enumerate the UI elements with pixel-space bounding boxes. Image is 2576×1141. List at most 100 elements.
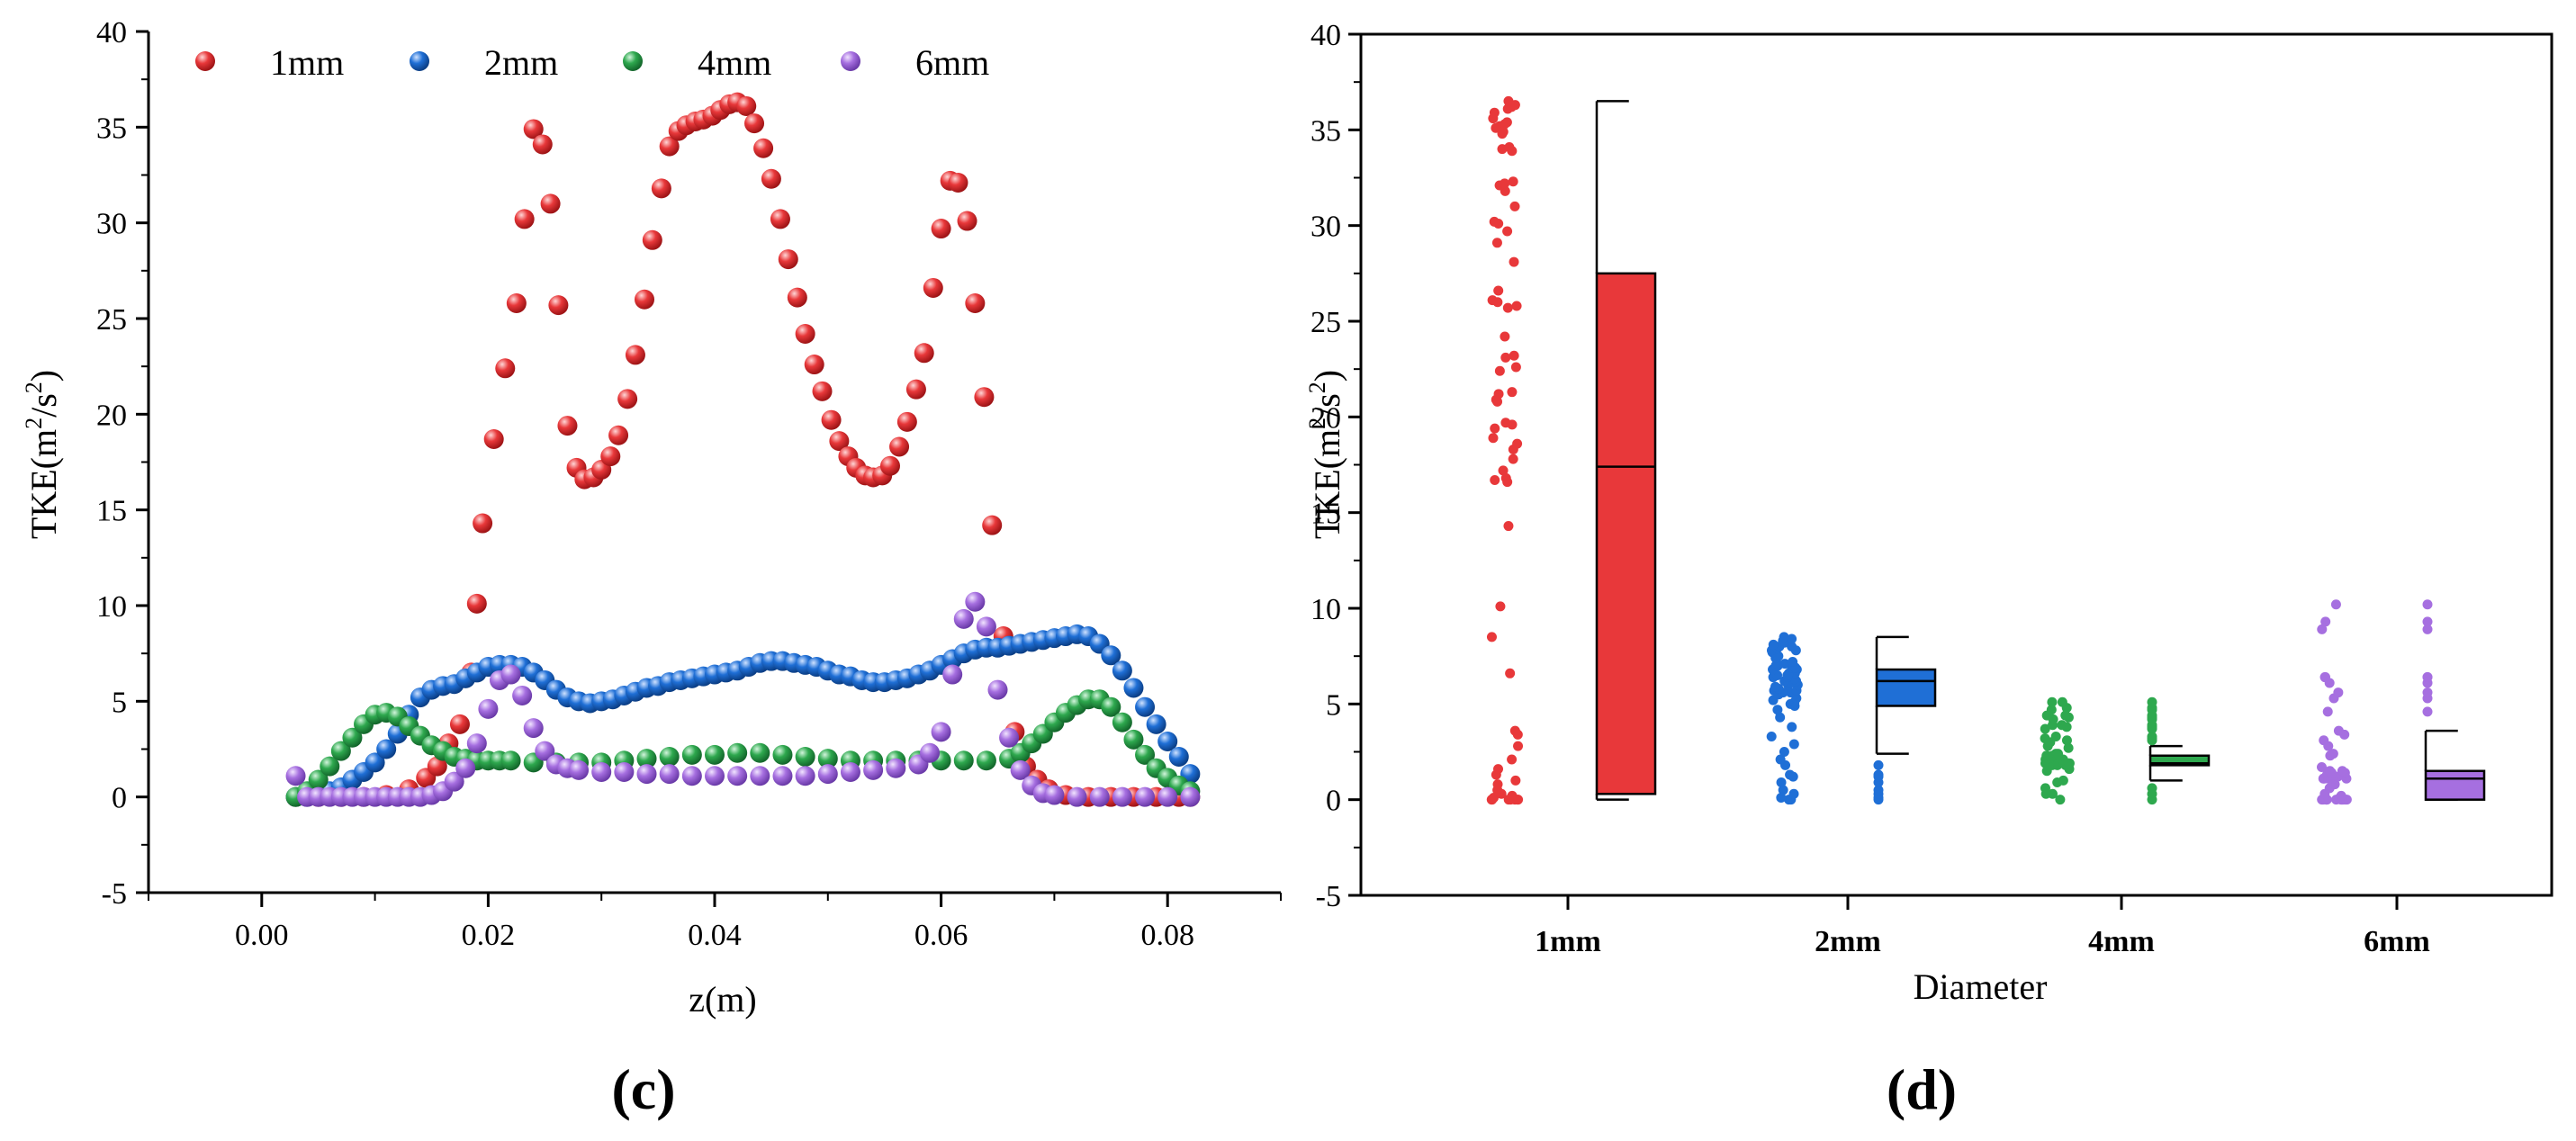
panel-c-point-6mm	[1135, 786, 1156, 807]
panel-c-y-tick-label: 35	[96, 112, 127, 145]
panel-d-scatter-point-1mm	[1501, 117, 1512, 128]
panel-d-y-tick-label: 20	[1311, 401, 1341, 435]
panel-c-point-6mm	[942, 664, 963, 685]
panel-d-x-tick-label: 4mm	[2088, 925, 2155, 958]
panel-d-outlier-2mm	[1873, 759, 1884, 770]
panel-d-scatter-point-1mm	[1512, 438, 1523, 449]
panel-d-y-tick-label: 35	[1311, 114, 1341, 148]
panel-c-point-4mm	[320, 756, 340, 777]
panel-c-point-6mm	[1112, 786, 1132, 807]
panel-d-scatter-point-1mm	[1508, 454, 1518, 464]
panel-d-scatter-point-1mm	[1509, 201, 1520, 211]
panel-c-point-1mm	[744, 113, 765, 134]
panel-d-scatter-point-2mm	[1779, 747, 1789, 757]
panel-d-outlier-6mm	[2422, 599, 2433, 610]
panel-c-point-6mm	[1044, 785, 1065, 805]
panel-c-point-1mm	[483, 428, 504, 449]
panel-d-scatter-point-4mm	[2055, 795, 2066, 805]
panel-d-scatter-point-1mm	[1495, 601, 1506, 612]
panel-d-scatter-point-4mm	[2047, 696, 2058, 707]
panel-c-y-tick-label: 30	[96, 208, 127, 241]
panel-c-point-1mm	[914, 343, 934, 364]
panel-d-scatter-point-2mm	[1775, 754, 1786, 765]
panel-d-outlier-4mm	[2147, 783, 2157, 794]
panel-d-scatter-point-1mm	[1500, 178, 1510, 189]
panel-d-scatter-point-1mm	[1489, 107, 1500, 118]
panel-c-scatter-chart: -5 0 5 10 15 20 25 30 35 40 0.00 0.02 0.04 0.06 0.08 1…	[21, 16, 1282, 1121]
panel-c-point-1mm	[931, 219, 951, 239]
panel-c-point-1mm	[896, 411, 917, 432]
panel-c-point-6mm	[886, 758, 906, 778]
panel-c-point-2mm	[1135, 696, 1156, 717]
panel-d-scatter-point-1mm	[1507, 790, 1518, 801]
panel-c-point-6mm	[772, 766, 793, 786]
panel-d-y-tick-label: 0	[1326, 785, 1341, 818]
panel-d-scatter-point-1mm	[1498, 465, 1509, 476]
panel-c-point-6mm	[931, 722, 951, 742]
panel-d-scatter-point-1mm	[1502, 302, 1513, 313]
panel-c-legend-label-6mm: 6mm	[915, 42, 989, 83]
panel-d-scatter-point-4mm	[2063, 742, 2074, 753]
panel-d-scatter-point-4mm	[2060, 710, 2071, 721]
panel-d-outlier-6mm	[2422, 706, 2433, 717]
panel-d-y-tick-label: 30	[1311, 211, 1341, 244]
panel-c-point-1mm	[659, 136, 680, 157]
panel-d-scatter-point-1mm	[1490, 475, 1500, 486]
panel-c-point-4mm	[636, 749, 657, 769]
panel-c-point-6mm	[455, 758, 476, 778]
panel-d-frame	[1359, 32, 2553, 897]
panel-c-point-1mm	[466, 593, 487, 614]
panel-d-scatter-point-6mm	[2319, 672, 2330, 683]
panel-c-point-1mm	[974, 387, 995, 408]
panel-c-point-6mm	[523, 718, 544, 739]
panel-c-point-6mm	[965, 591, 986, 612]
panel-c-y-axis-title: TKE(m2/s2)	[21, 370, 64, 539]
panel-c-point-4mm	[750, 742, 770, 763]
panel-d-scatter-point-1mm	[1509, 256, 1519, 267]
panel-d-scatter-point-2mm	[1778, 785, 1788, 795]
panel-d-box-4mm	[2148, 754, 2211, 767]
panel-c-point-2mm	[1112, 660, 1132, 681]
panel-c-point-6mm	[569, 759, 590, 780]
panel-d-scatter-point-1mm	[1489, 216, 1500, 227]
panel-d-scatter-point-1mm	[1487, 295, 1498, 306]
panel-c-label: (c)	[611, 1057, 675, 1121]
panel-c-point-1mm	[957, 211, 977, 231]
panel-c-point-1mm	[506, 292, 527, 313]
panel-d-scatter-point-1mm	[1511, 301, 1522, 311]
panel-c-legend-label-2mm: 2mm	[484, 42, 558, 83]
panel-d-y-tick-label: 25	[1311, 306, 1341, 339]
panel-c-legend: 1mm 2mm 4mm 6mm	[195, 42, 989, 83]
panel-c-point-1mm	[473, 513, 493, 534]
panel-d-scatter-point-1mm	[1504, 141, 1515, 152]
panel-d-scatter-point-1mm	[1509, 350, 1519, 361]
panel-d-box-2mm	[1875, 668, 1937, 707]
panel-c-y-tick-label: 10	[96, 590, 127, 624]
panel-d-outlier-6mm	[2422, 687, 2433, 698]
panel-d-outlier-6mm	[2422, 616, 2433, 627]
panel-d-outlier-6mm	[2422, 624, 2433, 634]
panel-d-scatter-point-1mm	[1503, 521, 1514, 532]
panel-c-legend-marker-2mm	[410, 51, 429, 71]
panel-d-scatter-point-6mm	[2333, 725, 2344, 736]
panel-d-scatter-point-4mm	[2058, 775, 2068, 786]
panel-d-scatter-point-1mm	[1488, 433, 1499, 444]
panel-c-point-1mm	[495, 358, 516, 379]
panel-c-point-1mm	[635, 289, 655, 310]
panel-d-box-6mm	[2424, 769, 2486, 801]
panel-d-y-tick-label: 40	[1311, 19, 1341, 52]
panel-d-scatter-point-2mm	[1775, 712, 1786, 723]
panel-c-point-6mm	[1180, 786, 1201, 807]
panel-d-outlier-4mm	[2147, 731, 2157, 741]
panel-c-point-1mm	[879, 455, 900, 476]
panel-d-scatter-point-6mm	[2336, 790, 2346, 801]
panel-c-point-1mm	[736, 95, 757, 116]
panel-d-scatter-point-1mm	[1507, 754, 1518, 765]
panel-c-point-1mm	[804, 355, 824, 375]
panel-c-point-6mm	[840, 762, 860, 783]
panel-d-scatter-point-6mm	[2322, 706, 2333, 717]
panel-c-point-6mm	[512, 685, 533, 705]
panel-d-outlier-2mm	[1873, 785, 1884, 795]
panel-c-point-1mm	[523, 119, 544, 139]
panel-d-scatter-point-2mm	[1785, 769, 1796, 780]
